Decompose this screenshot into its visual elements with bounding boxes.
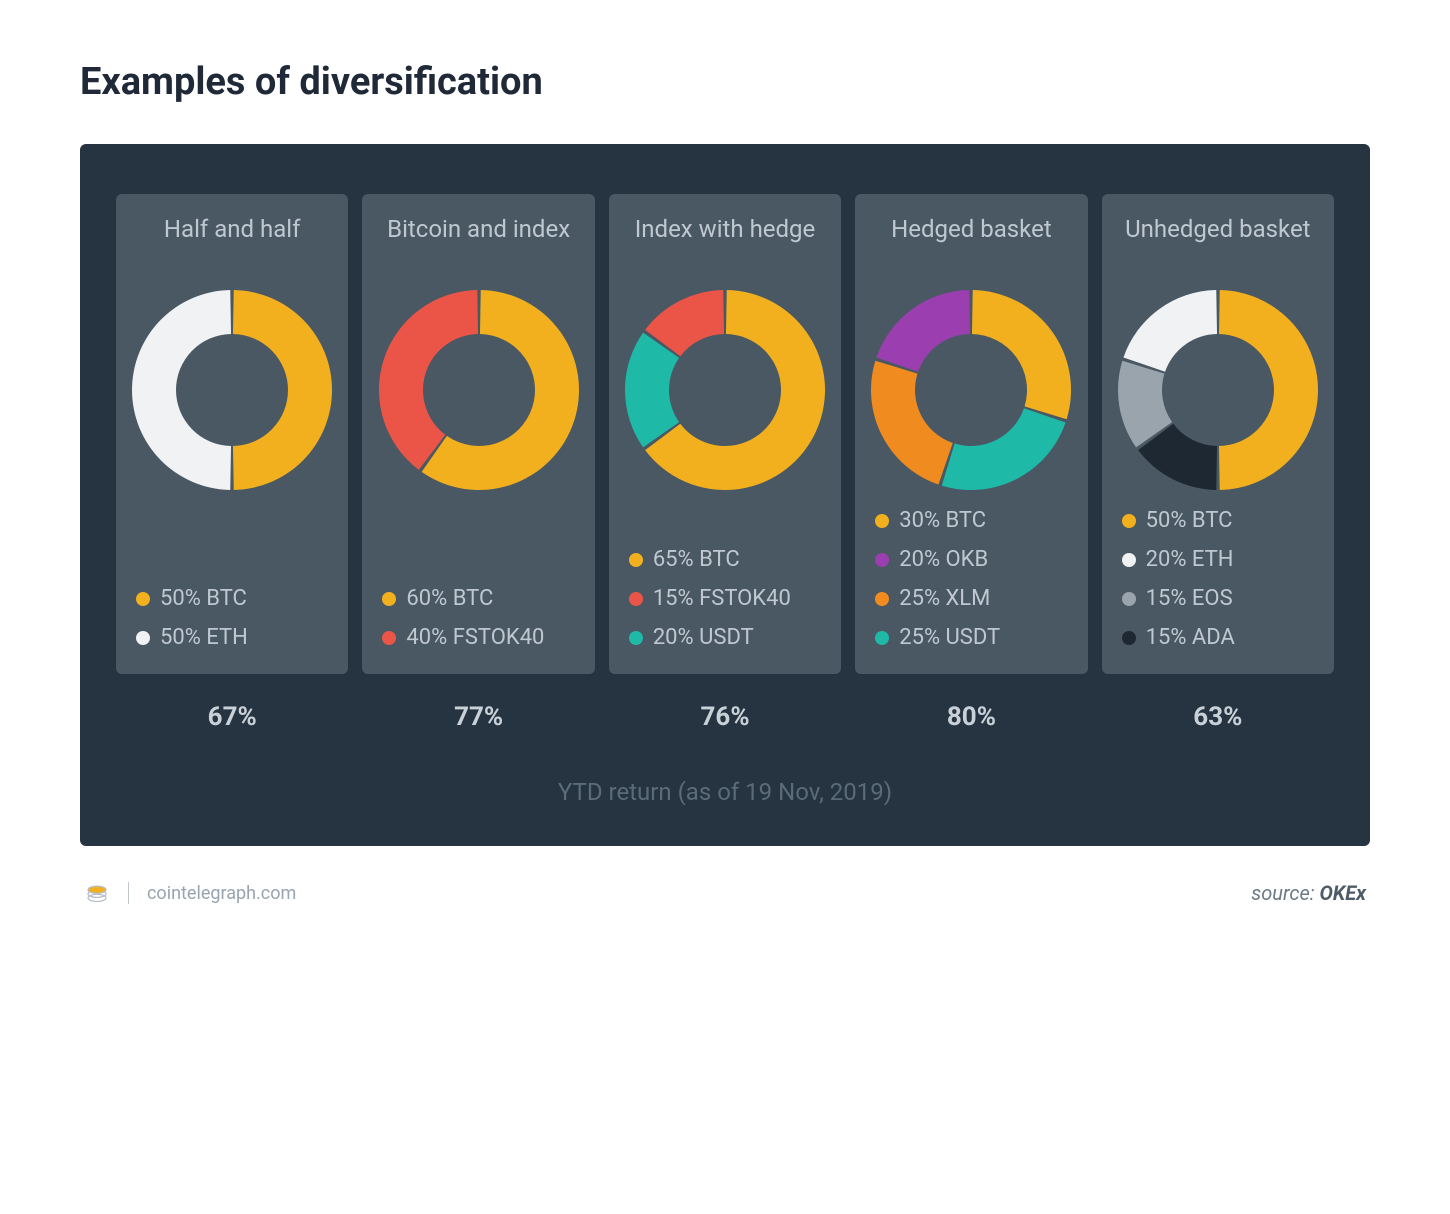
page-title: Examples of diversification (80, 60, 1370, 104)
portfolio-title: Unhedged basket (1125, 214, 1310, 278)
return-value: 76% (609, 702, 841, 732)
legend-item: 50% ETH (136, 625, 328, 650)
legend-item: 30% BTC (875, 508, 1067, 533)
legend-dot-icon (875, 592, 889, 606)
portfolio-card: Half and half 50% BTC 50% ETH (116, 194, 348, 674)
legend-dot-icon (629, 553, 643, 567)
legend-dot-icon (1122, 553, 1136, 567)
portfolio-title: Bitcoin and index (387, 214, 570, 278)
legend-dot-icon (136, 631, 150, 645)
legend-dot-icon (629, 592, 643, 606)
cointelegraph-logo-icon (84, 880, 110, 906)
legend-dot-icon (136, 592, 150, 606)
legend-item: 40% FSTOK40 (382, 625, 574, 650)
legend-label: 20% OKB (899, 547, 988, 572)
portfolio-card: Hedged basket 30% BTC 20% OKB 25% XLM 25% US… (855, 194, 1087, 674)
return-value: 80% (855, 702, 1087, 732)
return-value: 77% (362, 702, 594, 732)
legend-dot-icon (629, 631, 643, 645)
legend: 60% BTC 40% FSTOK40 (376, 508, 580, 650)
legend-item: 50% BTC (1122, 508, 1314, 533)
legend-item: 25% XLM (875, 586, 1067, 611)
portfolio-title: Half and half (164, 214, 301, 278)
portfolio-card: Index with hedge 65% BTC 15% FSTOK40 20% US… (609, 194, 841, 674)
legend-label: 15% ADA (1146, 625, 1235, 650)
footer-bar: cointelegraph.com source: OKEx (80, 880, 1370, 906)
portfolio-card: Unhedged basket 50% BTC 20% ETH 15% EOS 15% … (1102, 194, 1334, 674)
legend: 30% BTC 20% OKB 25% XLM 25% USDT (869, 508, 1073, 650)
site-label: cointelegraph.com (147, 883, 296, 904)
legend-item: 20% ETH (1122, 547, 1314, 572)
legend-item: 15% FSTOK40 (629, 586, 821, 611)
returns-row: 67% 77% 76% 80% 63% (116, 702, 1334, 732)
source-prefix: source: (1251, 881, 1319, 905)
legend: 50% BTC 20% ETH 15% EOS 15% ADA (1116, 508, 1320, 650)
legend-item: 20% USDT (629, 625, 821, 650)
donut-chart (132, 290, 332, 490)
chart-panel: Half and half 50% BTC 50% ETH Bitcoin and i… (80, 144, 1370, 846)
legend-label: 40% FSTOK40 (406, 625, 544, 650)
footnote: YTD return (as of 19 Nov, 2019) (116, 778, 1334, 806)
legend-item: 15% ADA (1122, 625, 1314, 650)
legend-dot-icon (382, 631, 396, 645)
legend: 65% BTC 15% FSTOK40 20% USDT (623, 508, 827, 650)
legend-item: 20% OKB (875, 547, 1067, 572)
legend-dot-icon (1122, 592, 1136, 606)
source-name: OKEx (1320, 881, 1367, 905)
legend-dot-icon (1122, 514, 1136, 528)
legend-dot-icon (875, 631, 889, 645)
donut-chart (1118, 290, 1318, 490)
legend-item: 60% BTC (382, 586, 574, 611)
legend-dot-icon (1122, 631, 1136, 645)
legend-item: 50% BTC (136, 586, 328, 611)
legend-label: 20% USDT (653, 625, 754, 650)
return-value: 67% (116, 702, 348, 732)
portfolio-card: Bitcoin and index 60% BTC 40% FSTOK40 (362, 194, 594, 674)
legend-label: 60% BTC (406, 586, 493, 611)
brand-block: cointelegraph.com (84, 880, 296, 906)
legend-label: 25% XLM (899, 586, 990, 611)
legend-label: 65% BTC (653, 547, 740, 572)
portfolio-title: Hedged basket (891, 214, 1052, 278)
source-label: source: OKEx (1251, 881, 1366, 905)
legend-label: 50% BTC (160, 586, 247, 611)
legend-item: 15% EOS (1122, 586, 1314, 611)
portfolio-cards-row: Half and half 50% BTC 50% ETH Bitcoin and i… (116, 194, 1334, 674)
portfolio-title: Index with hedge (635, 214, 815, 278)
brand-separator (128, 882, 129, 904)
donut-chart (379, 290, 579, 490)
legend-dot-icon (875, 553, 889, 567)
donut-chart (871, 290, 1071, 490)
legend-dot-icon (875, 514, 889, 528)
legend-item: 25% USDT (875, 625, 1067, 650)
legend-label: 25% USDT (899, 625, 1000, 650)
donut-chart (625, 290, 825, 490)
legend-label: 50% ETH (160, 625, 248, 650)
legend: 50% BTC 50% ETH (130, 508, 334, 650)
legend-label: 20% ETH (1146, 547, 1234, 572)
legend-item: 65% BTC (629, 547, 821, 572)
return-value: 63% (1102, 702, 1334, 732)
legend-label: 50% BTC (1146, 508, 1233, 533)
legend-label: 15% EOS (1146, 586, 1233, 611)
legend-label: 15% FSTOK40 (653, 586, 791, 611)
legend-label: 30% BTC (899, 508, 986, 533)
legend-dot-icon (382, 592, 396, 606)
